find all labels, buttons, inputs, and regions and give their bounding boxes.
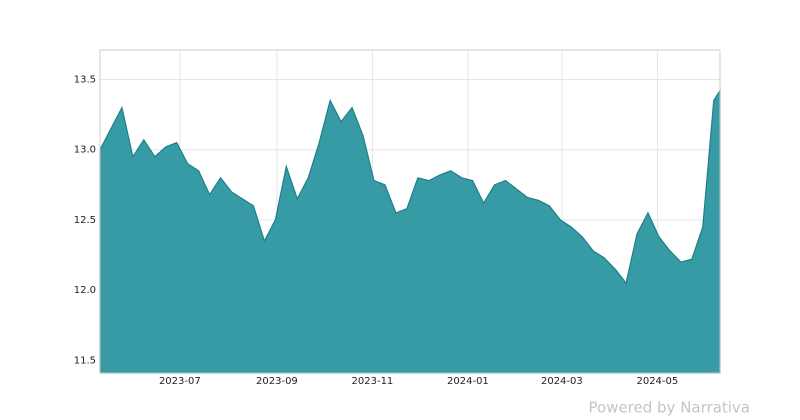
y-tick-label: 13.5	[74, 74, 96, 85]
x-tick-label: 2023-09	[256, 376, 298, 387]
plot-frame	[99, 49, 721, 374]
y-tick-label: 11.5	[74, 355, 96, 366]
area	[99, 88, 721, 374]
x-tick-label: 2024-05	[636, 376, 678, 387]
x-tick-label: 2024-03	[541, 376, 583, 387]
footer: Powered by Narrativa	[589, 399, 751, 417]
x-tick-label: 2023-11	[352, 376, 394, 387]
y-tick-label: 13.0	[74, 145, 96, 156]
y-tick-label: 12.5	[74, 215, 96, 226]
x-tick-label: 2024-01	[447, 376, 489, 387]
y-tick-label: 12.0	[74, 285, 96, 296]
x-tick-label: 2023-07	[159, 376, 201, 387]
